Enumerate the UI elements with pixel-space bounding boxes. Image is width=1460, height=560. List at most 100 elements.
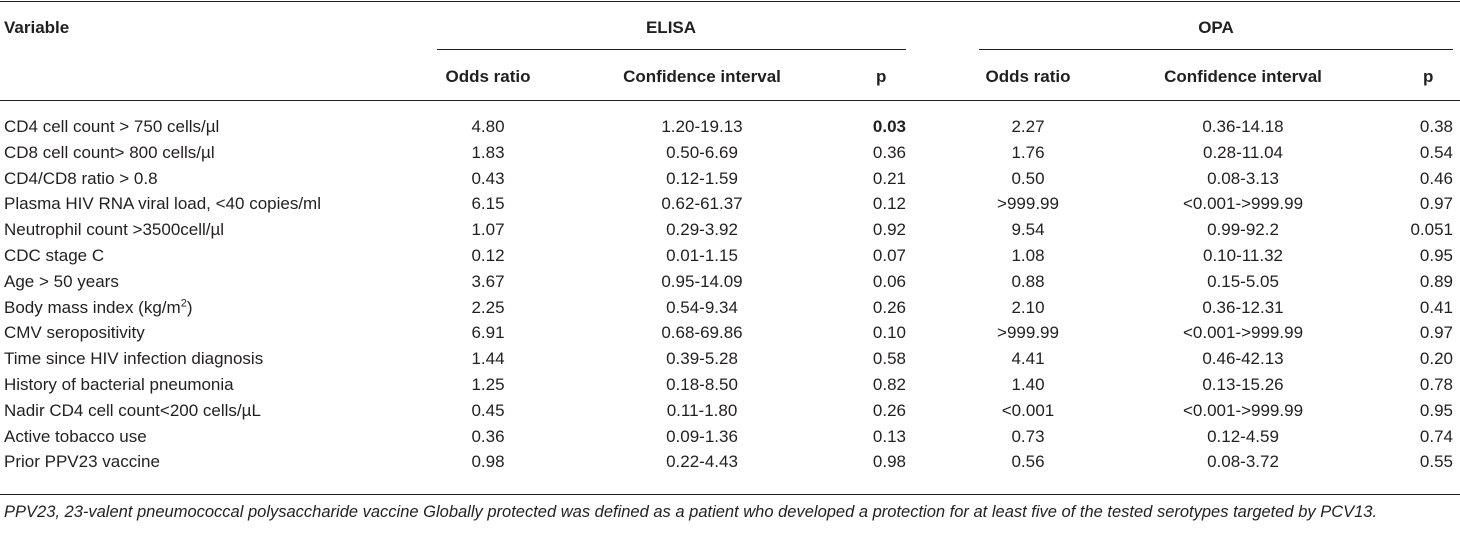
elisa-p-value: 0.26 [872, 298, 906, 317]
elisa-odds-ratio: 6.91 [471, 323, 505, 342]
variable-text: Plasma HIV RNA viral load, <40 copies/ml [4, 194, 321, 213]
elisa-confidence-interval: 0.29-3.92 [666, 220, 738, 239]
header-opa-odds: Odds ratio [985, 67, 1071, 86]
opa-odds-ratio: 0.73 [1011, 427, 1045, 446]
variable-text: CMV seropositivity [4, 323, 145, 342]
header-elisa-odds: Odds ratio [445, 67, 531, 86]
opa-p-value: 0.38 [1419, 117, 1453, 136]
header-opa-p: p [1423, 67, 1434, 86]
elisa-odds-ratio: 0.43 [471, 169, 505, 188]
opa-odds-ratio: >999.99 [997, 323, 1059, 342]
variable-label: History of bacterial pneumonia [4, 375, 234, 395]
elisa-odds-ratio: 2.25 [471, 298, 505, 317]
opa-odds-ratio: 1.08 [1011, 246, 1045, 265]
elisa-confidence-interval: 0.39-5.28 [666, 349, 738, 368]
opa-p-value: 0.89 [1419, 272, 1453, 291]
opa-confidence-interval: 0.08-3.72 [1207, 452, 1279, 471]
variable-label: Age > 50 years [4, 272, 119, 292]
opa-odds-ratio: 9.54 [1011, 220, 1045, 239]
opa-confidence-interval: 0.28-11.04 [1202, 143, 1284, 162]
variable-text: CD4/CD8 ratio > 0.8 [4, 169, 158, 188]
opa-span-rule [979, 49, 1453, 50]
elisa-span-rule [437, 49, 906, 50]
elisa-p-value: 0.58 [872, 349, 906, 368]
opa-confidence-interval: 0.08-3.13 [1207, 169, 1279, 188]
variable-text: CD8 cell count> 800 cells/µl [4, 143, 215, 162]
elisa-odds-ratio: 1.25 [471, 375, 505, 394]
variable-label: Neutrophil count >3500cell/µl [4, 220, 224, 240]
opa-odds-ratio: >999.99 [997, 194, 1059, 213]
opa-p-value: 0.95 [1419, 246, 1453, 265]
opa-odds-ratio: 0.56 [1011, 452, 1045, 471]
variable-label: Active tobacco use [4, 427, 147, 447]
variable-label: Time since HIV infection diagnosis [4, 349, 263, 369]
elisa-confidence-interval: 0.22-4.43 [666, 452, 738, 471]
opa-odds-ratio: 2.27 [1011, 117, 1045, 136]
elisa-odds-ratio: 0.36 [471, 427, 505, 446]
elisa-odds-ratio: 1.83 [471, 143, 505, 162]
opa-p-value: 0.54 [1419, 143, 1453, 162]
elisa-odds-ratio: 6.15 [471, 194, 505, 213]
elisa-odds-ratio: 0.45 [471, 401, 505, 420]
elisa-odds-ratio: 1.07 [471, 220, 505, 239]
opa-odds-ratio: 1.40 [1011, 375, 1045, 394]
elisa-confidence-interval: 0.50-6.69 [666, 143, 738, 162]
variable-text: CD4 cell count > 750 cells/µl [4, 117, 220, 136]
bottom-rule [0, 494, 1460, 495]
header-opa-ci: Confidence interval [1164, 67, 1322, 86]
variable-text: CDC stage C [4, 246, 105, 265]
header-elisa-p: p [876, 67, 887, 86]
variable-text: Neutrophil count >3500cell/µl [4, 220, 225, 239]
opa-odds-ratio: 4.41 [1011, 349, 1045, 368]
opa-odds-ratio: 0.88 [1011, 272, 1045, 291]
elisa-p-value: 0.21 [872, 169, 906, 188]
elisa-confidence-interval: 1.20-19.13 [661, 117, 743, 136]
header-elisa-ci: Confidence interval [623, 67, 781, 86]
opa-odds-ratio: 0.50 [1011, 169, 1045, 188]
elisa-p-value: 0.06 [872, 272, 906, 291]
opa-p-value: 0.20 [1419, 349, 1453, 368]
opa-p-value: 0.41 [1419, 298, 1453, 317]
opa-confidence-interval: 0.36-12.31 [1202, 298, 1284, 317]
opa-odds-ratio: <0.001 [1001, 401, 1055, 420]
elisa-p-value: 0.98 [872, 452, 906, 471]
elisa-odds-ratio: 0.98 [471, 452, 505, 471]
variable-label: Plasma HIV RNA viral load, <40 copies/ml [4, 194, 321, 214]
opa-p-value: 0.97 [1419, 194, 1453, 213]
opa-confidence-interval: <0.001->999.99 [1182, 323, 1304, 342]
elisa-odds-ratio: 0.12 [471, 246, 505, 265]
opa-odds-ratio: 1.76 [1011, 143, 1045, 162]
elisa-p-value: 0.10 [872, 323, 906, 342]
opa-odds-ratio: 2.10 [1011, 298, 1045, 317]
variable-label: CDC stage C [4, 246, 104, 266]
variable-tail: ) [186, 298, 193, 317]
opa-p-value: 0.55 [1419, 452, 1453, 471]
opa-confidence-interval: 0.12-4.59 [1207, 427, 1279, 446]
opa-p-value: 0.97 [1419, 323, 1453, 342]
variable-label: Nadir CD4 cell count<200 cells/µL [4, 401, 261, 421]
variable-text: Body mass index (kg/m [4, 298, 181, 317]
top-rule [0, 1, 1460, 2]
elisa-confidence-interval: 0.62-61.37 [661, 194, 743, 213]
elisa-p-value: 0.13 [872, 427, 906, 446]
opa-p-value: 0.74 [1419, 427, 1453, 446]
table-footnote: PPV23, 23-valent pneumococcal polysaccha… [4, 503, 1378, 521]
variable-text: Time since HIV infection diagnosis [4, 349, 264, 368]
variable-label: CMV seropositivity [4, 323, 145, 343]
elisa-confidence-interval: 0.09-1.36 [666, 427, 738, 446]
variable-label: CD4 cell count > 750 cells/µl [4, 117, 219, 137]
elisa-confidence-interval: 0.01-1.15 [666, 246, 738, 265]
opa-confidence-interval: 0.36-14.18 [1202, 117, 1284, 136]
opa-confidence-interval: 0.15-5.05 [1207, 272, 1279, 291]
variable-label: Prior PPV23 vaccine [4, 452, 160, 472]
elisa-p-value: 0.03 [872, 117, 906, 136]
variable-text: Age > 50 years [4, 272, 119, 291]
elisa-odds-ratio: 4.80 [471, 117, 505, 136]
elisa-confidence-interval: 0.54-9.34 [666, 298, 738, 317]
variable-superscript: 2 [180, 297, 187, 310]
elisa-confidence-interval: 0.95-14.09 [661, 272, 743, 291]
variable-text: History of bacterial pneumonia [4, 375, 234, 394]
elisa-p-value: 0.12 [872, 194, 906, 213]
variable-label: CD4/CD8 ratio > 0.8 [4, 169, 158, 189]
header-opa: OPA [1198, 18, 1234, 37]
